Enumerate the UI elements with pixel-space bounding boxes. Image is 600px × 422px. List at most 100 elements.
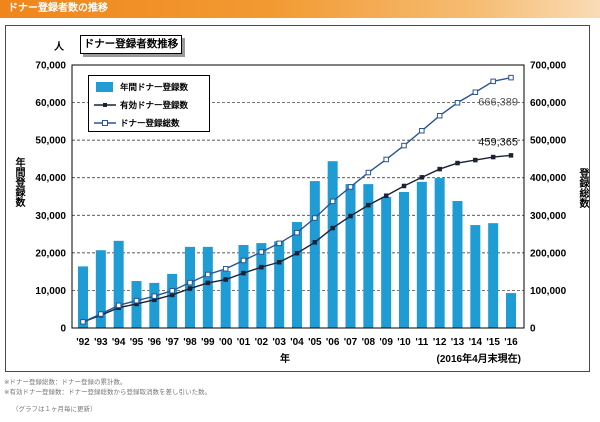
y-left-tick-label: 30,000 <box>35 211 66 222</box>
y-right-tick-label: 200,000 <box>530 248 567 259</box>
x-tick-label: '11 <box>415 337 428 348</box>
legend-marker-filled-square <box>103 103 107 107</box>
total-registrations-point-11 <box>419 128 425 134</box>
total-registrations-point-96 <box>151 293 158 299</box>
total-registrations-point-99 <box>205 271 211 278</box>
y-left-tick-label: 10,000 <box>35 286 66 297</box>
y-right-tick-label: 500,000 <box>530 136 567 147</box>
active-registrations-point-06 <box>330 225 335 231</box>
total-registrations-point-02 <box>258 249 265 255</box>
y-left-tick-label: 20,000 <box>35 248 66 259</box>
active-registrations-point-99 <box>205 280 211 286</box>
y-left-tick-label: 50,000 <box>35 136 66 147</box>
annual-bar-09 <box>381 196 392 328</box>
total-registrations-point-97 <box>169 287 175 294</box>
total-registrations-point-94 <box>115 302 122 309</box>
x-tick-label: '03 <box>272 337 286 348</box>
y-right-tick-label: 600,000 <box>530 98 567 109</box>
value-annotation: 459,365 <box>478 136 518 148</box>
active-registrations-point-10 <box>401 183 407 189</box>
x-tick-label: '01 <box>237 337 251 348</box>
total-registrations-point-05 <box>312 215 318 221</box>
total-registrations-point-12 <box>436 112 443 119</box>
x-tick-label: '95 <box>130 337 144 348</box>
x-tick-label: '05 <box>308 337 322 348</box>
total-registrations-point-09 <box>383 156 389 163</box>
active-registrations-point-15 <box>490 154 496 160</box>
x-tick-label: '15 <box>486 337 500 348</box>
x-tick-label: '08 <box>362 337 376 348</box>
section-header-title: ドナー登録者数の推移 <box>8 3 108 14</box>
x-tick-label: '02 <box>255 337 269 348</box>
annual-bar-97 <box>167 273 178 328</box>
total-registrations-point-04 <box>294 229 300 236</box>
x-tick-label: '13 <box>451 337 465 348</box>
total-registrations-point-93 <box>98 311 104 317</box>
active-registrations-point-14 <box>473 157 478 163</box>
y-right-tick-label: 0 <box>530 324 536 335</box>
legend: 年間ドナー登録数 有効ドナー登録数 ドナー登録総数 <box>88 75 210 132</box>
active-registrations-point-09 <box>383 193 389 198</box>
x-tick-label: '97 <box>165 337 179 348</box>
active-registrations-point-97 <box>169 292 175 298</box>
annual-bar-03 <box>274 241 285 328</box>
active-registrations-point-04 <box>294 250 300 256</box>
total-registrations-point-00 <box>222 266 229 272</box>
x-tick-label: '94 <box>112 337 126 348</box>
annual-bar-02 <box>256 243 267 328</box>
active-registrations-point-01 <box>241 270 246 276</box>
x-tick-label: '92 <box>76 337 90 348</box>
x-tick-label: '93 <box>94 337 108 348</box>
y-left-tick-label: 70,000 <box>35 61 66 72</box>
y-right-tick-label: 300,000 <box>530 211 567 222</box>
annual-bar-14 <box>470 225 481 328</box>
annual-bar-10 <box>399 191 409 328</box>
annual-bar-07 <box>345 184 356 328</box>
legend-swatch-bar <box>96 82 113 92</box>
annual-bar-94 <box>113 240 124 328</box>
total-registrations-point-98 <box>187 279 193 286</box>
annual-bar-96 <box>149 282 160 328</box>
value-annotation: 666,389 <box>478 97 518 109</box>
legend-label: 有効ドナー登録数 <box>120 100 189 110</box>
active-registrations-point-11 <box>419 175 425 180</box>
annual-bar-08 <box>363 184 374 328</box>
annual-bar-15 <box>488 223 499 328</box>
active-registrations-point-12 <box>437 166 442 172</box>
x-tick-label: '12 <box>433 337 447 348</box>
legend-label: ドナー登録総数 <box>120 118 180 128</box>
plot-border <box>71 64 525 329</box>
active-registrations-point-13 <box>455 160 460 166</box>
x-axis-title: 年 <box>280 352 290 365</box>
total-registrations-point-03 <box>276 240 282 247</box>
legend-label: 年間ドナー登録数 <box>120 82 189 92</box>
annual-bar-99 <box>202 246 213 328</box>
active-registrations-point-02 <box>259 264 264 270</box>
legend-item-active: 有効ドナー登録数 <box>94 98 188 112</box>
y-left-tick-label: 0 <box>60 324 66 335</box>
x-tick-label: '00 <box>219 337 233 348</box>
y-right-tick-label: 700,000 <box>530 61 567 72</box>
y-right-tick-label: 400,000 <box>530 173 567 184</box>
total-registrations-point-95 <box>133 297 140 304</box>
y-right-tick-label: 100,000 <box>530 286 567 297</box>
annual-bar-92 <box>78 266 88 328</box>
footnote: ※有効ドナー登録数：ドナー登録総数から登録取消数を差し引いた数。 <box>4 389 211 396</box>
total-registrations-point-10 <box>401 142 407 149</box>
x-tick-label: '99 <box>201 337 215 348</box>
annual-bar-00 <box>220 270 231 328</box>
legend-bar-swatch <box>96 82 113 92</box>
x-tick-label: '16 <box>504 337 518 348</box>
annual-bar-13 <box>452 201 463 328</box>
x-tick-label: '10 <box>397 337 411 348</box>
active-registrations-point-07 <box>348 213 353 219</box>
y-left-unit-label: 人 <box>54 42 64 53</box>
legend-swatch-line-hollow <box>94 120 116 126</box>
x-tick-label: '14 <box>469 337 483 348</box>
x-tick-label: '09 <box>379 337 393 348</box>
active-registrations-point-03 <box>276 260 282 265</box>
total-registrations-point-01 <box>240 257 247 264</box>
total-registrations-point-08 <box>365 169 372 176</box>
active-registrations-point-98 <box>187 286 193 291</box>
active-registrations-point-16 <box>508 153 514 158</box>
